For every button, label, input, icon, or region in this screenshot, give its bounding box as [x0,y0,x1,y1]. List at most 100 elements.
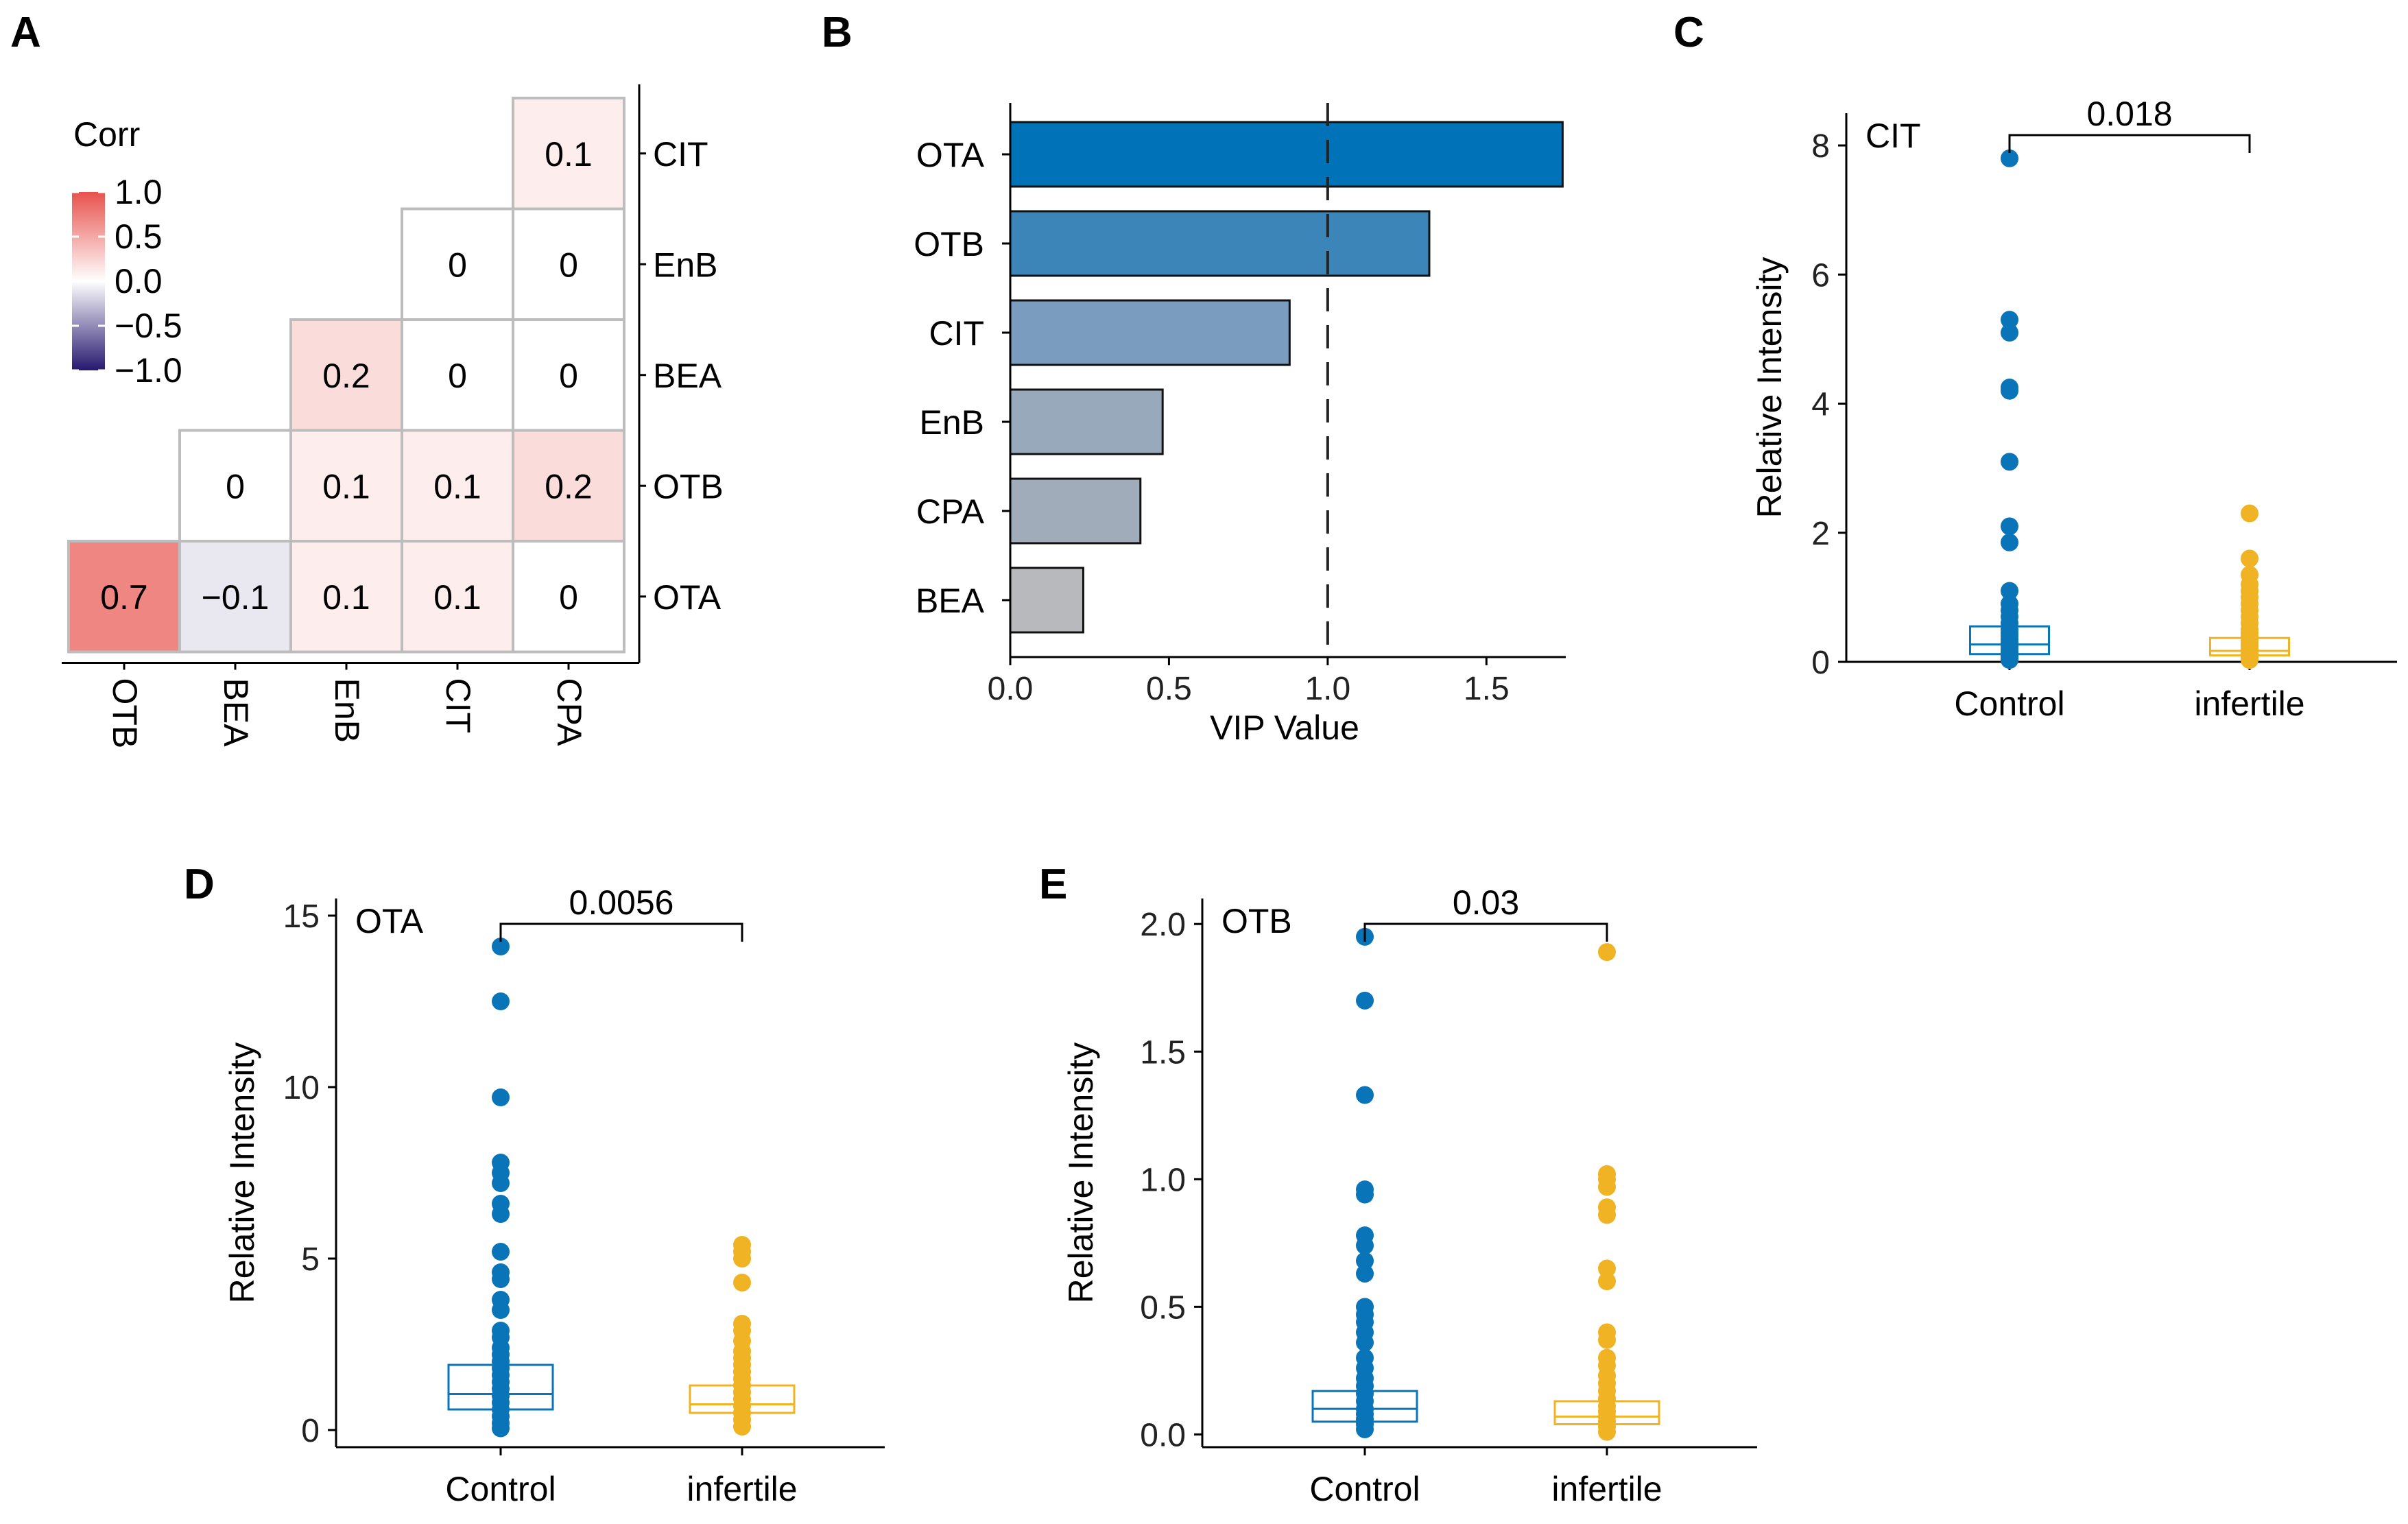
data-point [2001,453,2018,471]
data-point [2241,549,2258,568]
panel-label-e: E [1039,861,1067,908]
data-point [1598,1259,1616,1278]
vip-bar [1009,388,1164,455]
dot-y-tick-label: 1.0 [1140,1162,1186,1198]
dot-group-label: infertile [1551,1470,1662,1508]
data-point [2001,381,2018,400]
data-point [1356,991,1374,1010]
dot-y-axis-title: Relative Intensity [1062,1043,1100,1304]
panel-label-b: B [822,9,853,56]
data-point [2241,651,2258,669]
dot-y-tick-label: 10 [283,1070,320,1106]
dot-y-tick-label: 0.5 [1140,1289,1186,1326]
data-point [492,1174,510,1192]
vip-category-label: CIT [929,314,984,353]
p-value-label: 0.018 [2086,95,2172,133]
dot-y-tick-label: 4 [1811,387,1830,423]
dot-panel-title: CIT [1865,117,1921,155]
dot-group-label: Control [1309,1470,1420,1508]
ota-dot-plot: 0 5 10 15 Relative Intensity OTA Control infert… [223,883,885,1508]
heatmap-cell [401,540,514,654]
dot-group-label: infertile [2194,684,2304,723]
data-point [492,938,510,955]
data-point [2001,533,2018,551]
legend-tick-label: −0.5 [115,307,182,345]
data-point [733,1250,751,1267]
heatmap-cell-label: 0 [559,246,578,284]
data-point [1356,1237,1374,1255]
legend-tick-label: 0.0 [115,262,163,300]
legend-tick-label: 1.0 [115,173,163,211]
heatmap-cell-label: 0.2 [322,357,370,395]
vip-x-tick-label: 0.0 [988,671,1034,707]
data-point [1598,1331,1616,1349]
data-point [733,1274,751,1291]
data-point [492,1205,510,1223]
vip-bar [1009,210,1431,277]
vip-x-tick-label: 1.0 [1304,671,1350,707]
dot-y-tick-label: 5 [301,1241,320,1278]
heatmap-cell-label: 0.7 [100,578,148,617]
vip-bar-chart: OTA OTB CIT EnB CPA BEA 0.0 0.5 1.0 1.5 VIP Value [914,103,1566,747]
data-point [1598,1206,1616,1224]
data-point [733,1418,751,1436]
data-point [1356,1086,1374,1104]
significance-bracket [1363,922,1608,942]
panel-label-d: D [184,861,215,908]
heatmap-cell-label: 0.1 [433,578,481,617]
legend-title: Corr [73,115,140,154]
dot-y-tick-label: 15 [283,898,320,935]
data-point [1598,1178,1616,1196]
data-point [492,992,510,1010]
data-point [1356,1264,1374,1283]
dot-panel-title: OTA [355,902,424,940]
heatmap-cell-label: 0 [559,578,578,617]
heatmap-cell-label: 0 [559,357,578,395]
dot-y-tick-label: 8 [1811,128,1830,165]
significance-bracket [2008,134,2251,153]
heatmap-cell-label: 0.2 [545,467,593,505]
heatmap-cell [289,540,403,654]
heatmap-x-label: BEA [217,678,255,748]
heatmap-y-label: OTA [653,578,722,617]
heatmap-cell-label: 0 [226,467,245,505]
heatmap-cell-label: 0 [448,246,467,284]
heatmap-cell [512,97,625,211]
vip-category-label: BEA [916,582,985,620]
data-point [2001,324,2018,342]
data-point [1598,1272,1616,1291]
data-point [2001,149,2018,167]
p-value-label: 0.03 [1453,883,1519,922]
dot-y-tick-label: 2 [1811,516,1830,552]
data-point [1598,1422,1616,1441]
heatmap-y-label: BEA [653,357,722,395]
heatmap-cell-label: −0.1 [202,578,270,617]
dot-y-tick-label: 0 [301,1413,320,1449]
dot-panel-title: OTB [1221,902,1292,940]
heatmap-x-label: OTB [106,678,144,749]
heatmap-x-label: CIT [439,678,477,734]
data-point [492,1270,510,1288]
dot-y-tick-label: 0.0 [1140,1417,1186,1453]
heatmap-cell [178,540,292,654]
dot-group-label: Control [1954,684,2064,723]
data-point [492,1243,510,1261]
data-point [1356,1185,1374,1204]
dot-y-tick-label: 2.0 [1140,907,1186,943]
data-point [1356,1252,1374,1270]
heatmap-cell [512,318,625,432]
vip-x-tick-label: 1.5 [1464,671,1510,707]
otb-dot-plot: 0.0 0.5 1.0 1.5 2.0 Relative Intensity OTB Cont… [1062,883,1757,1508]
vip-category-label: OTA [916,136,985,174]
legend-tick-label: −1.0 [115,351,182,390]
vip-bar [1009,299,1291,366]
dot-y-axis-title: Relative Intensity [1750,257,1789,519]
panel-label-c: C [1673,9,1704,56]
dot-y-tick-label: 0 [1811,645,1830,681]
heatmap-y-label: EnB [653,246,718,284]
heatmap-cell [401,207,514,321]
data-point [492,1088,510,1106]
heatmap-y-label: CIT [653,135,708,174]
vip-x-axis-title: VIP Value [1210,709,1359,747]
